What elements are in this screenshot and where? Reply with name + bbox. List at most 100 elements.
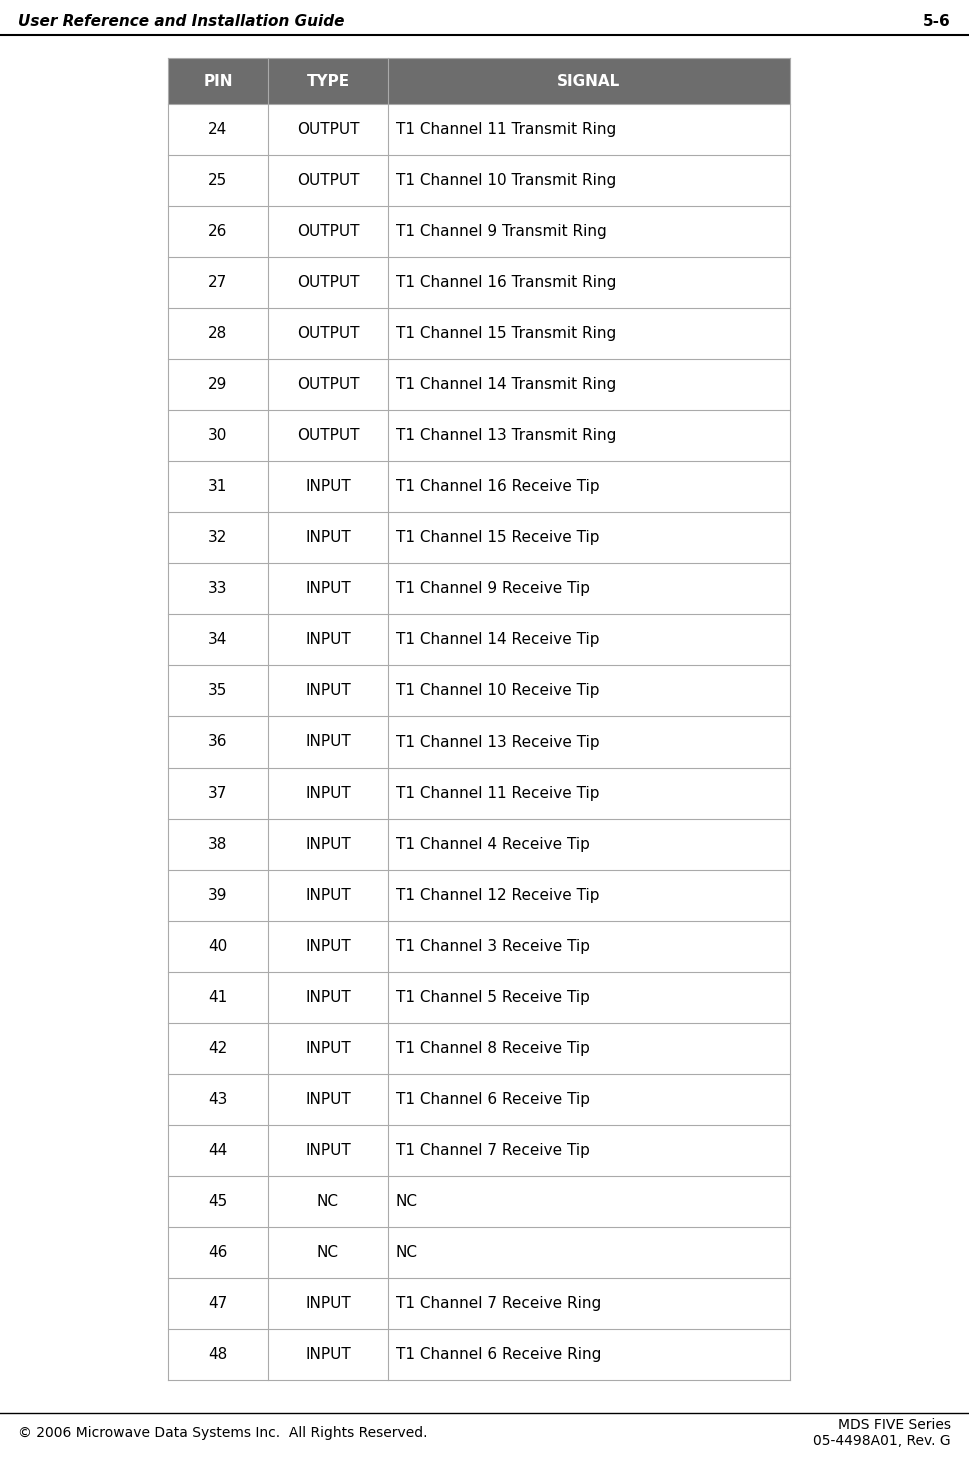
Text: T1 Channel 7 Receive Tip: T1 Channel 7 Receive Tip xyxy=(396,1142,590,1158)
Text: 48: 48 xyxy=(208,1348,228,1362)
Text: INPUT: INPUT xyxy=(305,837,351,851)
Text: PIN: PIN xyxy=(203,73,233,88)
Text: 05-4498A01, Rev. G: 05-4498A01, Rev. G xyxy=(813,1434,951,1447)
Text: INPUT: INPUT xyxy=(305,1142,351,1158)
Text: T1 Channel 6 Receive Tip: T1 Channel 6 Receive Tip xyxy=(396,1092,590,1107)
Text: T1 Channel 12 Receive Tip: T1 Channel 12 Receive Tip xyxy=(396,888,600,903)
Text: T1 Channel 15 Receive Tip: T1 Channel 15 Receive Tip xyxy=(396,530,600,545)
Text: 35: 35 xyxy=(208,684,228,699)
Bar xyxy=(168,156,790,206)
Bar xyxy=(168,308,790,360)
Text: 41: 41 xyxy=(208,989,228,1004)
Text: T1 Channel 8 Receive Tip: T1 Channel 8 Receive Tip xyxy=(396,1041,590,1055)
Text: 31: 31 xyxy=(208,479,228,495)
Text: INPUT: INPUT xyxy=(305,989,351,1004)
Bar xyxy=(168,512,790,564)
Text: INPUT: INPUT xyxy=(305,938,351,954)
Text: T1 Channel 16 Transmit Ring: T1 Channel 16 Transmit Ring xyxy=(396,275,616,291)
Bar xyxy=(168,410,790,461)
Text: T1 Channel 11 Transmit Ring: T1 Channel 11 Transmit Ring xyxy=(396,122,616,137)
Text: T1 Channel 14 Receive Tip: T1 Channel 14 Receive Tip xyxy=(396,633,600,647)
Bar xyxy=(168,59,790,104)
Text: T1 Channel 4 Receive Tip: T1 Channel 4 Receive Tip xyxy=(396,837,590,851)
Text: T1 Channel 10 Transmit Ring: T1 Channel 10 Transmit Ring xyxy=(396,173,616,188)
Text: INPUT: INPUT xyxy=(305,888,351,903)
Text: SIGNAL: SIGNAL xyxy=(557,73,620,88)
Bar xyxy=(168,104,790,156)
Text: 33: 33 xyxy=(208,581,228,596)
Bar xyxy=(168,1329,790,1380)
Text: OUTPUT: OUTPUT xyxy=(297,225,359,239)
Bar xyxy=(168,564,790,615)
Text: 44: 44 xyxy=(208,1142,228,1158)
Bar xyxy=(168,257,790,308)
Text: INPUT: INPUT xyxy=(305,734,351,750)
Bar xyxy=(168,206,790,257)
Text: 38: 38 xyxy=(208,837,228,851)
Text: 40: 40 xyxy=(208,938,228,954)
Bar xyxy=(168,768,790,819)
Text: 29: 29 xyxy=(208,377,228,392)
Text: 30: 30 xyxy=(208,429,228,443)
Bar xyxy=(168,920,790,972)
Text: INPUT: INPUT xyxy=(305,684,351,699)
Text: 39: 39 xyxy=(208,888,228,903)
Bar xyxy=(168,360,790,410)
Text: 28: 28 xyxy=(208,326,228,341)
Text: OUTPUT: OUTPUT xyxy=(297,377,359,392)
Text: INPUT: INPUT xyxy=(305,581,351,596)
Text: © 2006 Microwave Data Systems Inc.  All Rights Reserved.: © 2006 Microwave Data Systems Inc. All R… xyxy=(18,1425,427,1440)
Bar xyxy=(168,1176,790,1227)
Text: INPUT: INPUT xyxy=(305,530,351,545)
Text: OUTPUT: OUTPUT xyxy=(297,275,359,291)
Bar xyxy=(168,615,790,665)
Text: 46: 46 xyxy=(208,1245,228,1260)
Bar xyxy=(168,1279,790,1329)
Text: T1 Channel 3 Receive Tip: T1 Channel 3 Receive Tip xyxy=(396,938,590,954)
Text: 24: 24 xyxy=(208,122,228,137)
Text: 45: 45 xyxy=(208,1193,228,1208)
Text: 25: 25 xyxy=(208,173,228,188)
Text: 43: 43 xyxy=(208,1092,228,1107)
Text: NC: NC xyxy=(396,1193,418,1208)
Text: 5-6: 5-6 xyxy=(923,15,951,29)
Text: 32: 32 xyxy=(208,530,228,545)
Text: OUTPUT: OUTPUT xyxy=(297,122,359,137)
Bar xyxy=(168,869,790,920)
Text: OUTPUT: OUTPUT xyxy=(297,429,359,443)
Text: T1 Channel 15 Transmit Ring: T1 Channel 15 Transmit Ring xyxy=(396,326,616,341)
Text: User Reference and Installation Guide: User Reference and Installation Guide xyxy=(18,15,345,29)
Text: INPUT: INPUT xyxy=(305,785,351,800)
Text: 34: 34 xyxy=(208,633,228,647)
Text: T1 Channel 14 Transmit Ring: T1 Channel 14 Transmit Ring xyxy=(396,377,616,392)
Text: T1 Channel 9 Transmit Ring: T1 Channel 9 Transmit Ring xyxy=(396,225,607,239)
Text: NC: NC xyxy=(317,1245,339,1260)
Text: NC: NC xyxy=(396,1245,418,1260)
Text: INPUT: INPUT xyxy=(305,1092,351,1107)
Text: INPUT: INPUT xyxy=(305,1296,351,1311)
Text: INPUT: INPUT xyxy=(305,1348,351,1362)
Text: T1 Channel 13 Transmit Ring: T1 Channel 13 Transmit Ring xyxy=(396,429,616,443)
Bar xyxy=(168,1023,790,1073)
Text: T1 Channel 7 Receive Ring: T1 Channel 7 Receive Ring xyxy=(396,1296,601,1311)
Text: T1 Channel 10 Receive Tip: T1 Channel 10 Receive Tip xyxy=(396,684,600,699)
Text: OUTPUT: OUTPUT xyxy=(297,173,359,188)
Text: T1 Channel 11 Receive Tip: T1 Channel 11 Receive Tip xyxy=(396,785,600,800)
Bar xyxy=(168,1073,790,1124)
Text: T1 Channel 6 Receive Ring: T1 Channel 6 Receive Ring xyxy=(396,1348,602,1362)
Text: INPUT: INPUT xyxy=(305,479,351,495)
Bar xyxy=(168,665,790,716)
Text: TYPE: TYPE xyxy=(306,73,350,88)
Bar xyxy=(168,972,790,1023)
Text: 42: 42 xyxy=(208,1041,228,1055)
Text: NC: NC xyxy=(317,1193,339,1208)
Text: 47: 47 xyxy=(208,1296,228,1311)
Text: 27: 27 xyxy=(208,275,228,291)
Bar xyxy=(168,461,790,512)
Text: INPUT: INPUT xyxy=(305,1041,351,1055)
Bar xyxy=(168,1124,790,1176)
Text: T1 Channel 5 Receive Tip: T1 Channel 5 Receive Tip xyxy=(396,989,590,1004)
Bar xyxy=(168,1227,790,1279)
Text: 26: 26 xyxy=(208,225,228,239)
Bar xyxy=(168,819,790,869)
